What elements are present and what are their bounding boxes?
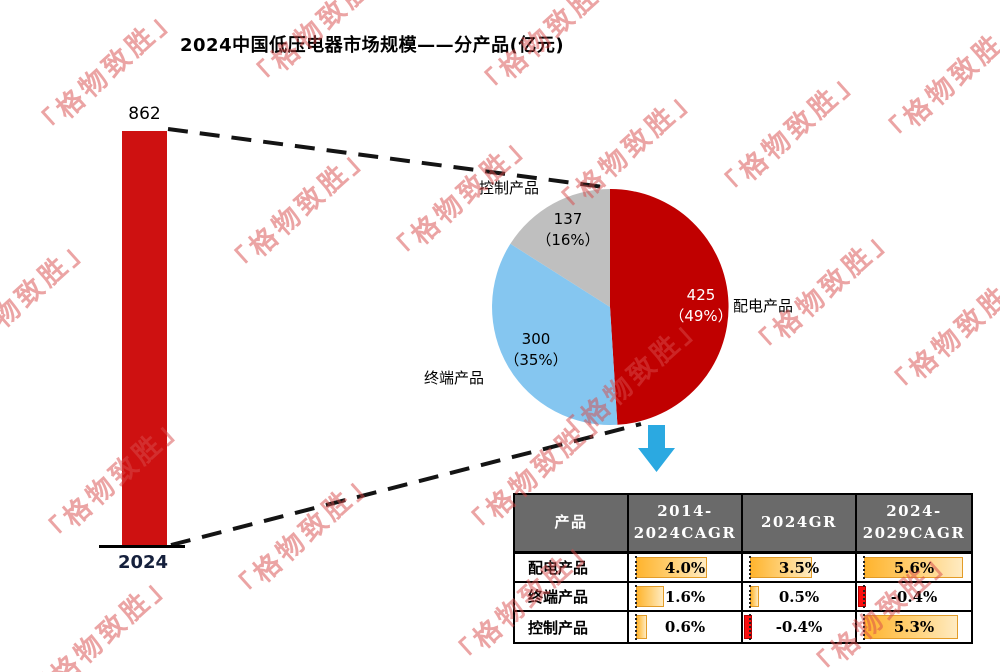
pie-label-control: 137 （16%） (526, 209, 610, 251)
pie-chart (492, 188, 729, 426)
cagr-table: 产品 2014- 2024CAGR 2024GR 2024- 2029CAGR … (513, 493, 973, 644)
header-text: 2014- (657, 502, 713, 521)
cell-value: -0.4% (775, 618, 823, 636)
databar (858, 586, 866, 607)
pie-name-distribution: 配电产品 (733, 297, 794, 315)
table-header-2024-2029cagr: 2024- 2029CAGR (857, 495, 971, 554)
table-cell: 3.5% (743, 554, 857, 583)
pie-pct-distribution: （49%） (669, 307, 733, 325)
table-header-2014-2024cagr: 2014- 2024CAGR (629, 495, 743, 554)
cell-value: 0.6% (664, 618, 706, 636)
databar-axis (863, 585, 865, 608)
cell-value: 1.6% (664, 587, 706, 606)
pie-label-terminal: 300 （35%） (494, 329, 578, 371)
table-row-name: 控制产品 (515, 612, 629, 642)
pie-pct-control: （16%） (536, 231, 600, 249)
table-cell: 5.6% (857, 554, 971, 583)
cell-value: -0.4% (890, 587, 938, 606)
databar-axis (635, 556, 637, 579)
databar-axis (863, 614, 865, 640)
table-row-name: 配电产品 (515, 554, 629, 583)
databar (744, 615, 752, 639)
table-row-name: 终端产品 (515, 583, 629, 612)
x-axis-line (99, 545, 185, 548)
header-text: 2024CAGR (633, 524, 737, 542)
pie-slice-3 (510, 189, 610, 307)
table-cell: -0.4% (743, 612, 857, 642)
databar-axis (749, 614, 751, 640)
databar-axis (863, 556, 865, 579)
header-text: 2029CAGR (862, 524, 966, 542)
header-text: 产品 (554, 513, 588, 532)
table-cell: 0.6% (629, 612, 743, 642)
bar-2024 (122, 131, 167, 547)
bar-value-label: 862 (128, 104, 161, 124)
chart-title: 2024中国低压电器市场规模——分产品(亿元) (180, 35, 565, 56)
pie-name-control: 控制产品 (479, 179, 540, 197)
cell-value: 0.5% (778, 587, 820, 606)
pie-pct-terminal: （35%） (504, 351, 568, 369)
table-header-product: 产品 (515, 495, 629, 554)
table-cell: 4.0% (629, 554, 743, 583)
header-text: 2024GR (760, 513, 838, 532)
databar (864, 615, 958, 639)
cell-value: 4.0% (664, 558, 706, 577)
databar-axis (749, 585, 751, 608)
pie-slice-1 (610, 188, 729, 425)
pie-slice-2 (492, 243, 618, 426)
pie-value-control: 137 (553, 210, 583, 228)
pie-label-distribution: 425 （49%） (659, 285, 743, 327)
pie-value-distribution: 425 (686, 286, 716, 304)
pie-name-terminal: 终端产品 (424, 369, 485, 387)
databar-axis (635, 585, 637, 608)
table-cell: 0.5% (743, 583, 857, 612)
databar-axis (635, 614, 637, 640)
funnel-line-top (167, 127, 612, 190)
table-header-2024gr: 2024GR (743, 495, 857, 554)
bar-category-label: 2024 (117, 552, 169, 573)
cell-value: 5.6% (893, 558, 935, 577)
cell-value: 5.3% (893, 618, 935, 636)
funnel-line-bottom (170, 422, 642, 547)
table-cell: 1.6% (629, 583, 743, 612)
table-cell: -0.4% (857, 583, 971, 612)
cell-value: 3.5% (778, 558, 820, 577)
databar-axis (749, 556, 751, 579)
table-cell: 5.3% (857, 612, 971, 642)
down-arrow-icon (638, 425, 675, 472)
header-text: 2024- (886, 502, 942, 521)
pie-value-terminal: 300 (521, 330, 551, 348)
